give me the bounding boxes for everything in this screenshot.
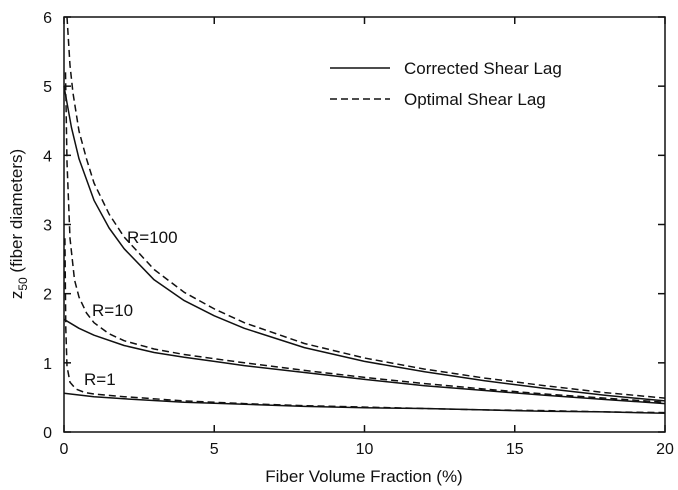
y-axis-label-subscript: 50	[16, 277, 30, 291]
x-tick-label: 15	[506, 441, 524, 458]
x-axis-label: Fiber Volume Fraction (%)	[265, 467, 462, 486]
x-tick-label: 5	[210, 441, 219, 458]
legend: Corrected Shear Lag Optimal Shear Lag	[330, 59, 562, 109]
legend-label-optimal: Optimal Shear Lag	[404, 90, 546, 109]
annotation-r10: R=10	[92, 301, 133, 320]
curve-r1-dashed	[64, 238, 666, 414]
curves	[63, 16, 666, 415]
y-tick-label: 5	[43, 79, 52, 96]
x-tick-label: 0	[60, 441, 69, 458]
curve-r100-dashed	[66, 16, 666, 399]
legend-label-corrected: Corrected Shear Lag	[404, 59, 562, 78]
annotation-r1: R=1	[84, 370, 116, 389]
y-tick-label: 0	[43, 425, 52, 442]
y-axis-label-rest: (fiber diameters)	[7, 149, 26, 277]
annotation-r100: R=100	[127, 228, 178, 247]
y-tick-label: 3	[43, 218, 52, 235]
y-tick-label: 1	[43, 356, 52, 373]
axis-ticks: 0 5 10 15 20 0 1 2 3 4 5 6	[43, 10, 674, 458]
y-tick-label: 4	[43, 148, 52, 165]
y-tick-label: 6	[43, 10, 52, 27]
y-tick-label: 2	[43, 287, 52, 304]
x-tick-label: 10	[356, 441, 374, 458]
curve-r100-solid	[63, 86, 666, 402]
curve-r10-solid	[63, 318, 666, 405]
plot-frame	[63, 16, 666, 433]
x-tick-label: 20	[656, 441, 674, 458]
curve-r10-dashed	[64, 72, 666, 404]
y-axis-label: z50 (fiber diameters)	[7, 149, 30, 299]
y-axis-label-main: z	[7, 291, 26, 300]
curve-r1-solid	[63, 392, 666, 415]
